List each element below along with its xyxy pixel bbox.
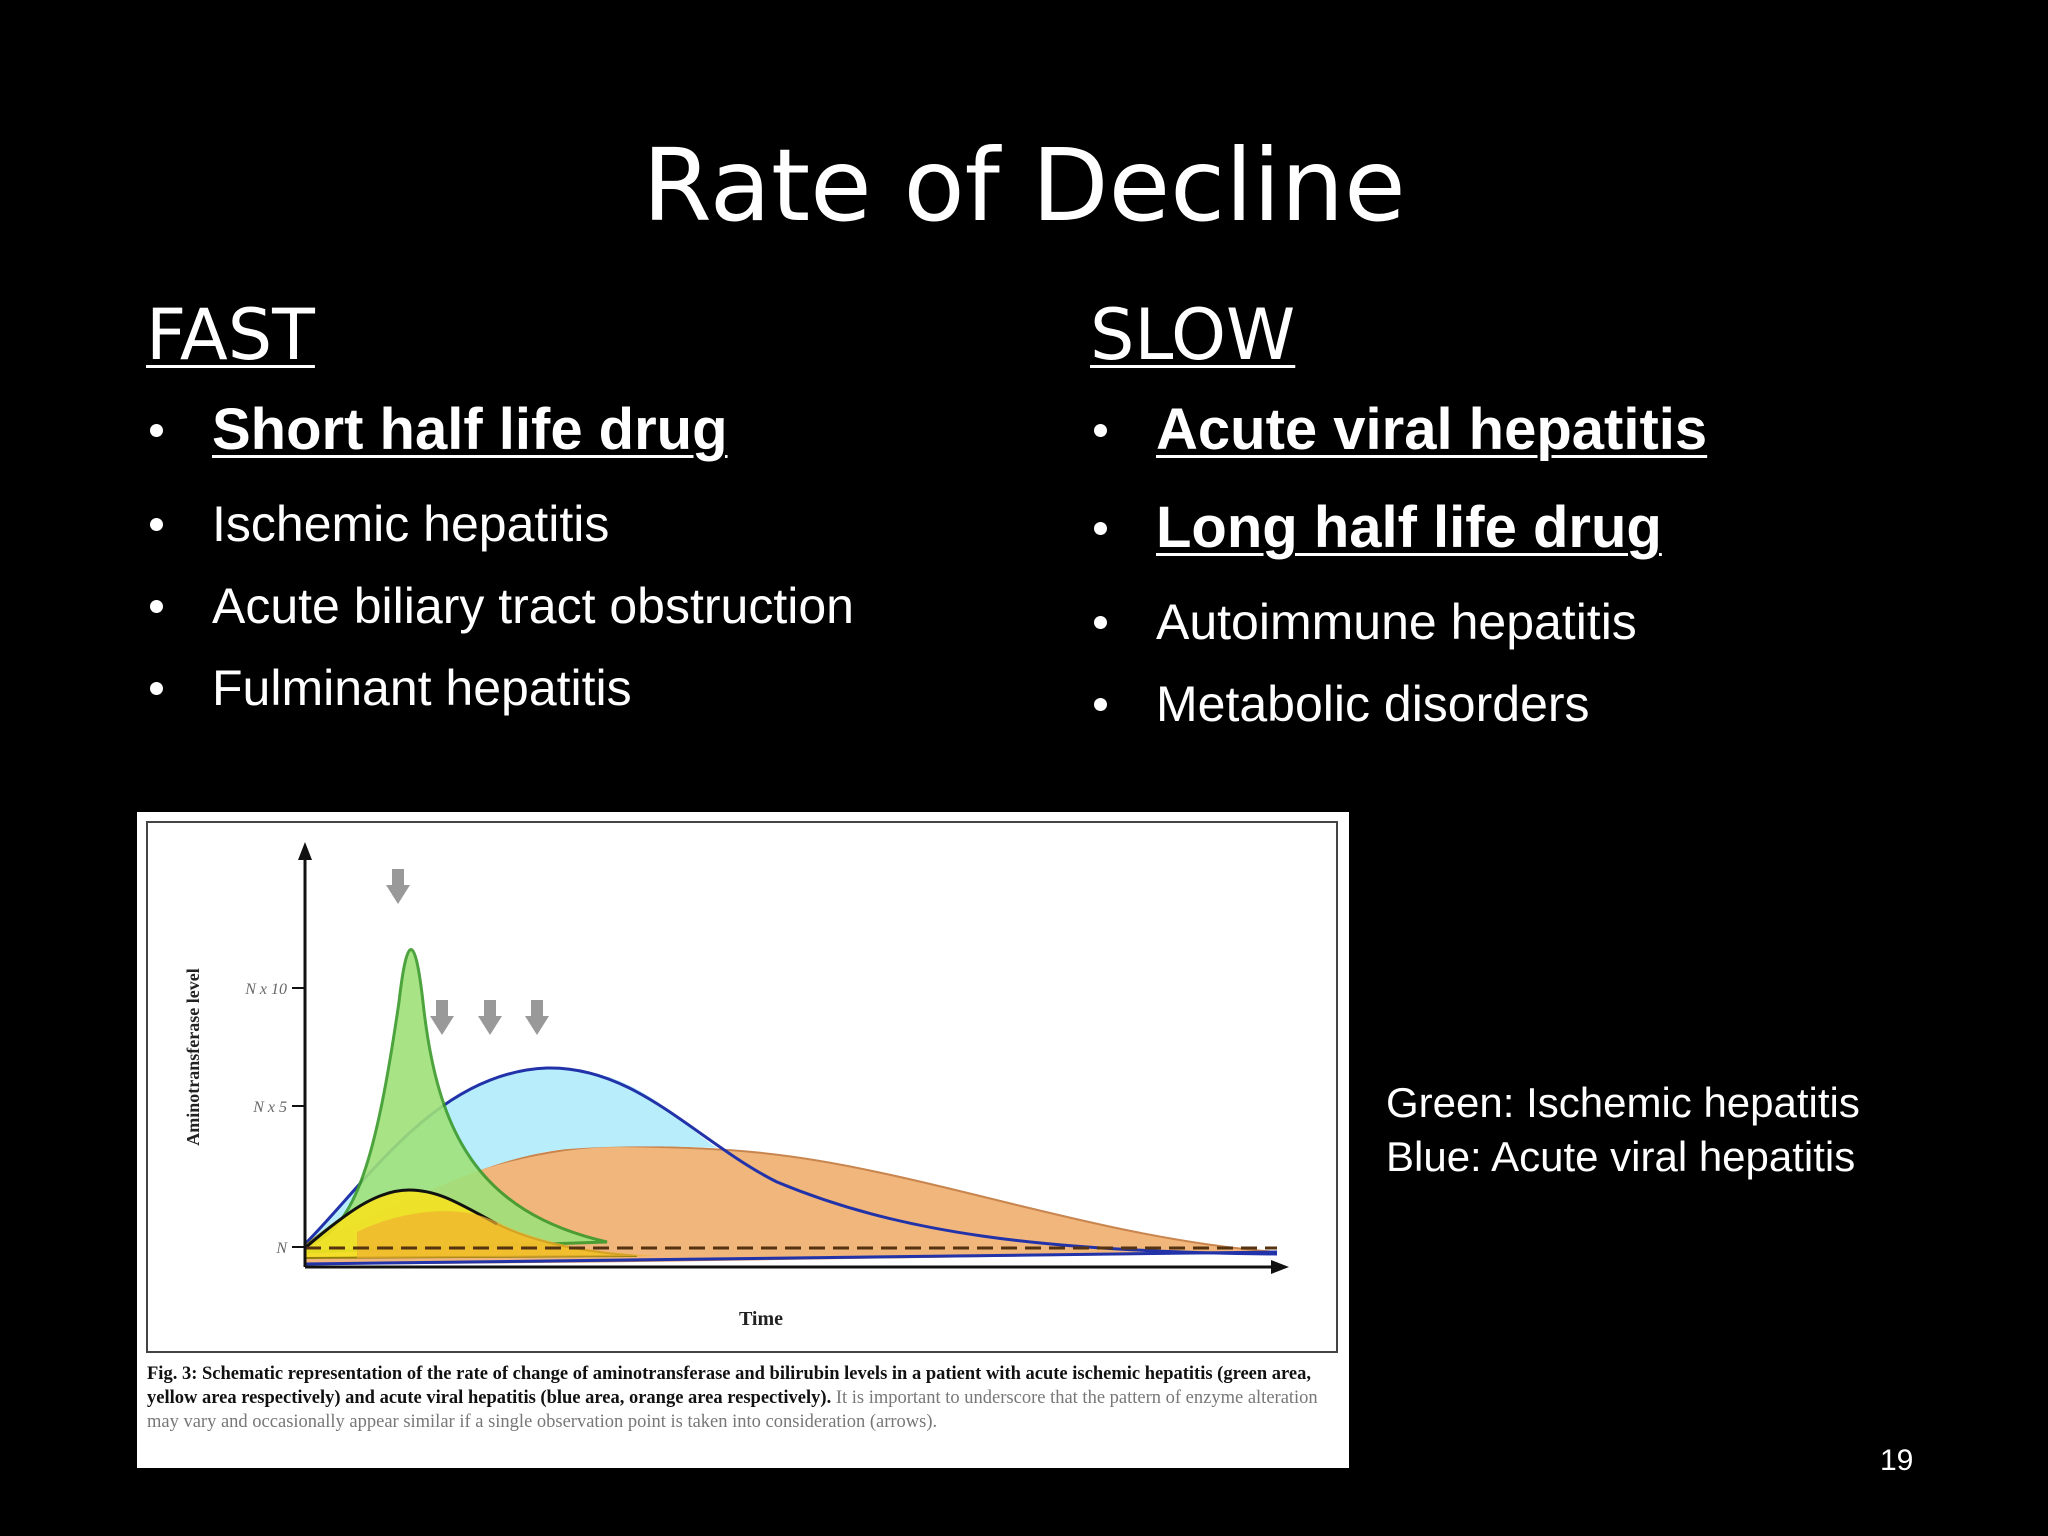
bullet-icon [150,682,163,695]
black-curve [304,1188,498,1250]
x-axis-label: Time [739,1308,783,1330]
enzyme-curve-figure: N x 10 N x 5 N Aminotransferase level Ti… [137,812,1349,1468]
fast-heading: FAST [146,294,315,376]
fast-column: FAST Short half life drug Ischemic hepat… [146,295,854,739]
list-item-label: Autoimmune hepatitis [1156,594,1637,650]
color-legend-note: Green: Ischemic hepatitis Blue: Acute vi… [1386,1076,1860,1184]
list-item: Ischemic hepatitis [146,493,854,555]
list-item: Long half life drug [1090,493,1707,563]
list-item: Acute biliary tract obstruction [146,575,854,637]
y-tick-label: N x 5 [252,1099,287,1116]
list-item: Fulminant hepatitis [146,657,854,719]
y-tick-label: N x 10 [244,981,287,998]
enzyme-curve-diagram: N x 10 N x 5 N Aminotransferase level Ti… [146,821,1338,1353]
bullet-icon [1094,698,1107,711]
list-item-label: Short half life drug [212,397,728,462]
bullet-icon [1094,522,1107,535]
list-item-label: Ischemic hepatitis [212,496,610,552]
arrow-down-icon [386,869,410,904]
blue-baseline [304,1250,1278,1266]
figure-caption: Fig. 3: Schematic representation of the … [147,1362,1332,1434]
y-tick-label: N [275,1240,288,1257]
arrow-down-icon [430,1000,454,1035]
bullet-icon [1094,424,1107,437]
arrow-down-icon [478,1000,502,1035]
bullet-icon [150,518,163,531]
green-area [303,948,608,1254]
list-item-label: Acute biliary tract obstruction [212,578,854,634]
orange-overlay [357,1211,657,1258]
list-item-label: Acute viral hepatitis [1156,397,1708,462]
caption-main: Fig. 3: Schematic representation of the … [147,1364,1312,1408]
observation-arrows [386,869,549,1035]
list-item: Acute viral hepatitis [1090,395,1707,465]
slow-column: SLOW Acute viral hepatitis Long half lif… [1090,295,1707,755]
bullet-icon [150,600,163,613]
slide-title: Rate of Decline [642,127,1406,244]
figure-frame [146,821,1338,1353]
caption-note: It is important to underscore that the p… [147,1388,1318,1432]
y-axis-label: Aminotransferase level [183,968,203,1145]
bullet-icon [150,424,163,437]
list-item-label: Metabolic disorders [1156,676,1590,732]
list-item: Short half life drug [146,395,854,465]
list-item-label: Long half life drug [1156,495,1662,560]
list-item-label: Fulminant hepatitis [212,660,632,716]
fast-list: Short half life drug Ischemic hepatitis … [146,395,854,719]
list-item: Metabolic disorders [1090,673,1707,735]
legend-line-green: Green: Ischemic hepatitis [1386,1079,1860,1126]
x-axis-arrow-icon [1271,1260,1289,1274]
legend-line-blue: Blue: Acute viral hepatitis [1386,1133,1856,1180]
y-axis-arrow-icon [298,842,312,860]
list-item: Autoimmune hepatitis [1090,591,1707,653]
bullet-icon [1094,616,1107,629]
slow-heading: SLOW [1090,294,1296,376]
slow-list: Acute viral hepatitis Long half life dru… [1090,395,1707,735]
slide-number: 19 [1880,1444,1914,1477]
arrow-down-icon [525,1000,549,1035]
